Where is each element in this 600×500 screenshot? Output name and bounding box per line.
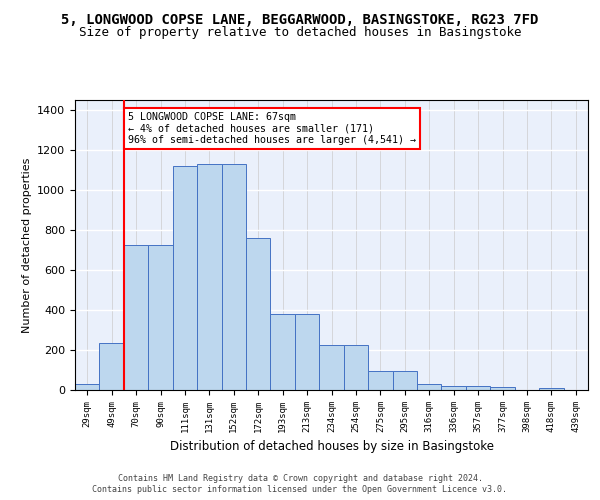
Text: Contains HM Land Registry data © Crown copyright and database right 2024.
Contai: Contains HM Land Registry data © Crown c… — [92, 474, 508, 494]
Bar — [539, 388, 563, 390]
X-axis label: Distribution of detached houses by size in Basingstoke: Distribution of detached houses by size … — [170, 440, 493, 454]
Bar — [75, 384, 100, 390]
Bar — [124, 245, 148, 390]
Bar — [148, 245, 173, 390]
Bar — [417, 384, 442, 390]
Bar — [173, 166, 197, 390]
Text: Size of property relative to detached houses in Basingstoke: Size of property relative to detached ho… — [79, 26, 521, 39]
Bar — [368, 371, 392, 390]
Bar — [319, 345, 344, 390]
Bar — [246, 238, 271, 390]
Bar — [490, 387, 515, 390]
Bar — [295, 314, 319, 390]
Bar — [197, 164, 221, 390]
Text: 5 LONGWOOD COPSE LANE: 67sqm
← 4% of detached houses are smaller (171)
96% of se: 5 LONGWOOD COPSE LANE: 67sqm ← 4% of det… — [128, 112, 416, 145]
Bar — [344, 345, 368, 390]
Bar — [442, 386, 466, 390]
Bar — [466, 386, 490, 390]
Bar — [221, 164, 246, 390]
Bar — [100, 343, 124, 390]
Y-axis label: Number of detached properties: Number of detached properties — [22, 158, 32, 332]
Text: 5, LONGWOOD COPSE LANE, BEGGARWOOD, BASINGSTOKE, RG23 7FD: 5, LONGWOOD COPSE LANE, BEGGARWOOD, BASI… — [61, 12, 539, 26]
Bar — [392, 371, 417, 390]
Bar — [271, 314, 295, 390]
